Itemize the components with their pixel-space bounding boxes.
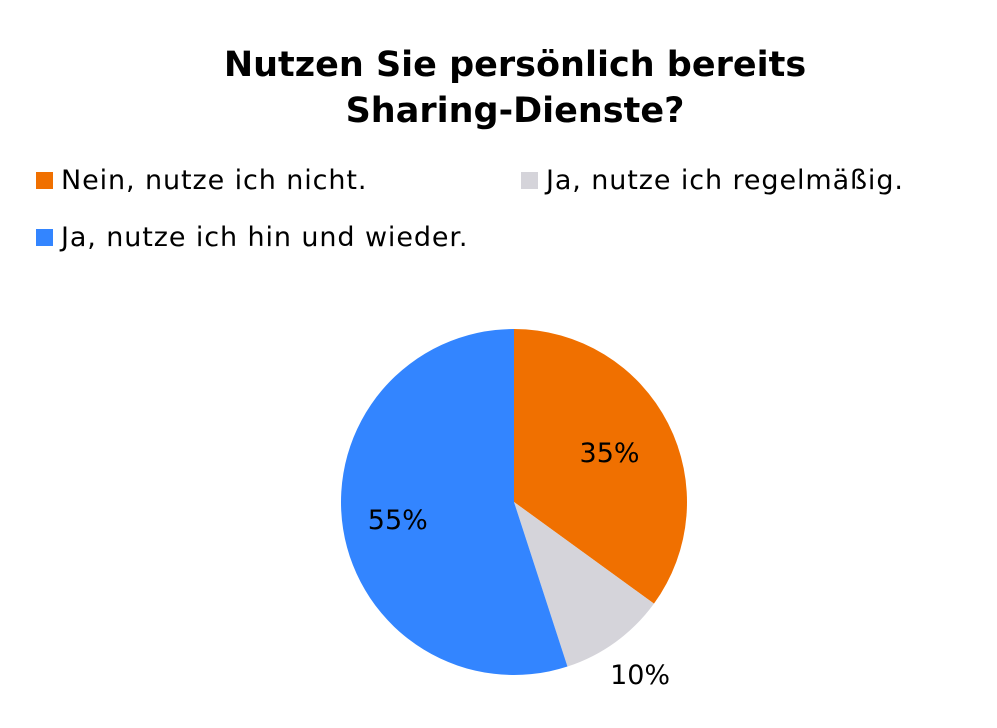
slice-label-hin-und-wieder: 55% bbox=[368, 505, 428, 536]
pie-slice-regelmaessig bbox=[514, 502, 654, 667]
legend-swatch-nein bbox=[36, 172, 53, 189]
pie-slice-hin-und-wieder bbox=[341, 329, 568, 675]
legend-swatch-hin-und-wieder bbox=[36, 229, 53, 246]
legend-label-hin-und-wieder: Ja, nutze ich hin und wieder. bbox=[61, 222, 469, 253]
legend-item-nein: Nein, nutze ich nicht. bbox=[36, 165, 367, 196]
slice-label-regelmaessig: 10% bbox=[610, 660, 670, 691]
slice-label-nein: 35% bbox=[580, 438, 640, 469]
legend-swatch-regelmaessig bbox=[521, 172, 538, 189]
chart-title-line-1: Nutzen Sie persönlich bereits bbox=[223, 45, 807, 85]
legend-label-regelmaessig: Ja, nutze ich regelmäßig. bbox=[546, 165, 904, 196]
legend-item-hin-und-wieder: Ja, nutze ich hin und wieder. bbox=[36, 222, 468, 253]
legend-label-nein: Nein, nutze ich nicht. bbox=[61, 165, 368, 196]
legend-item-regelmaessig: Ja, nutze ich regelmäßig. bbox=[521, 165, 904, 196]
chart-title: Nutzen Sie persönlich bereits Sharing-Di… bbox=[0, 42, 997, 134]
chart-title-line-2: Sharing-Dienste? bbox=[345, 91, 685, 131]
pie-slice-nein bbox=[514, 329, 687, 604]
